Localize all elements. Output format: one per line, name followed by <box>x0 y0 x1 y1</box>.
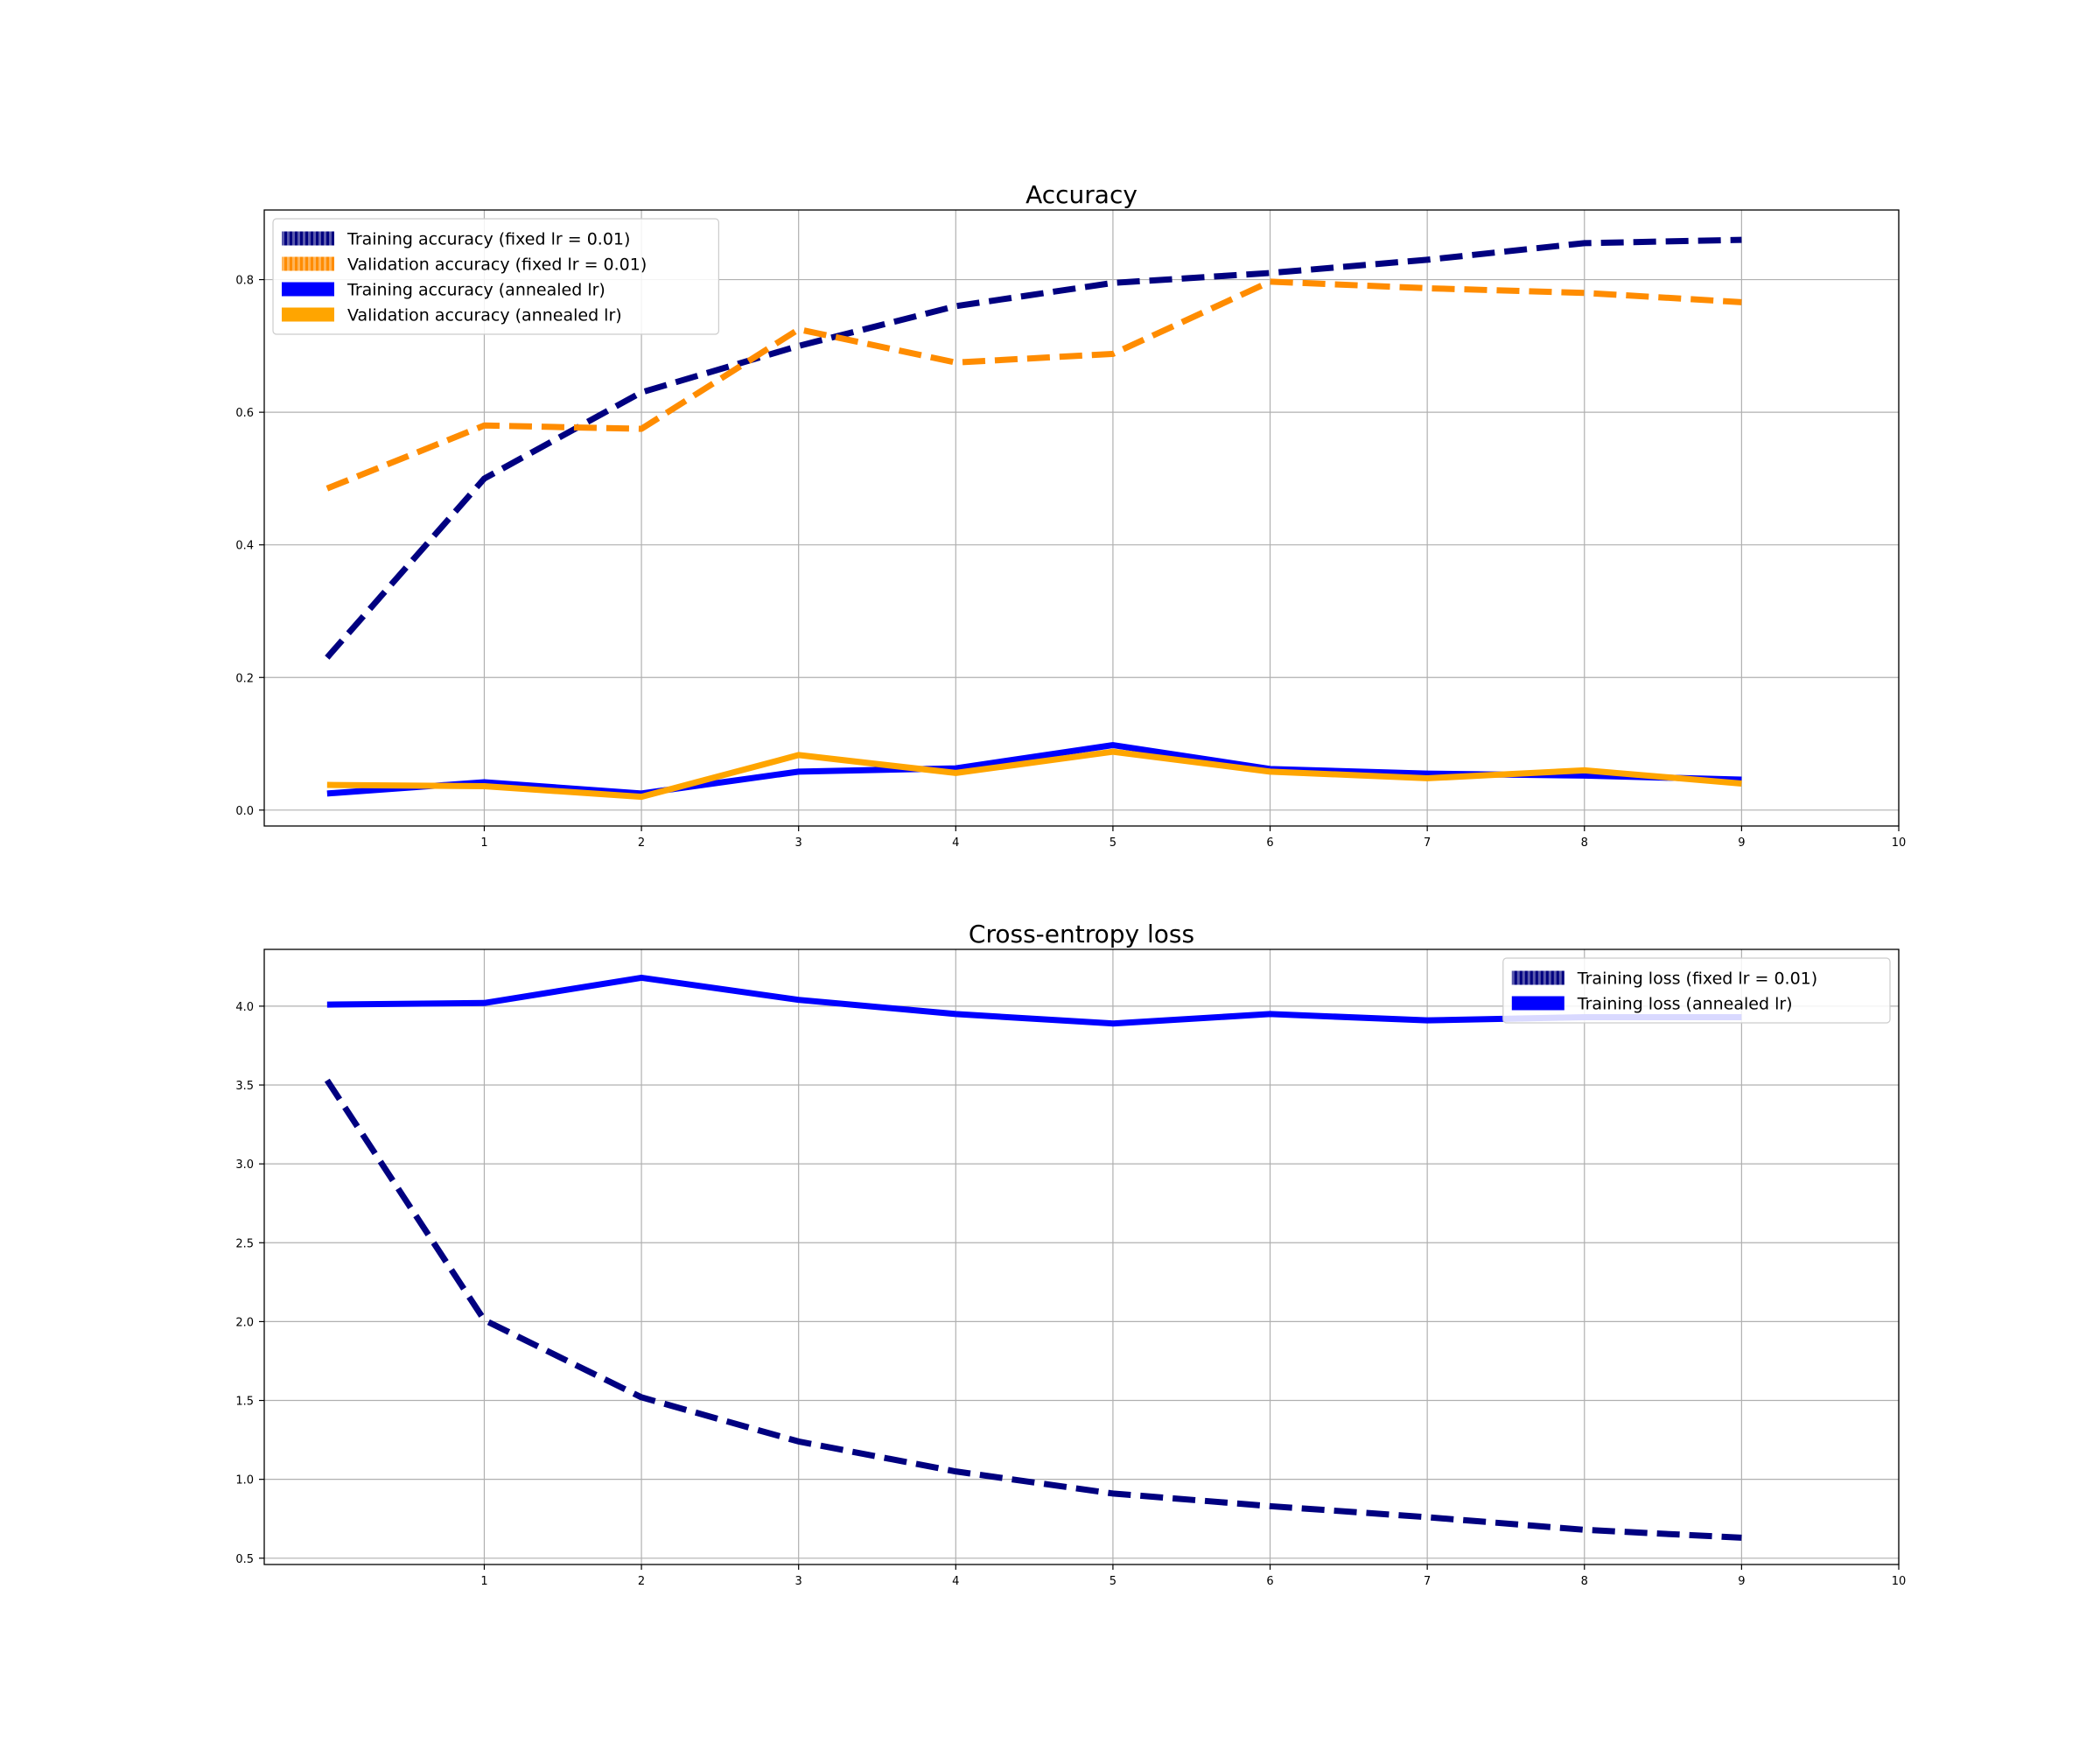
x-tick-label: 9 <box>1738 836 1745 850</box>
series-line-0 <box>325 236 1742 660</box>
series-line-1 <box>326 278 1742 492</box>
legend-label-0: Training accuracy (fixed lr = 0.01) <box>346 230 630 249</box>
x-tick-label: 3 <box>795 1575 802 1588</box>
y-tick-label: 1.0 <box>235 1474 254 1488</box>
legend: Training loss (fixed lr = 0.01) Training … <box>1502 957 1891 1024</box>
series-line-2 <box>326 742 1742 797</box>
y-tick-label: 3.0 <box>235 1158 254 1172</box>
x-tick-label: 6 <box>1266 836 1273 850</box>
x-tick-label: 9 <box>1738 1575 1745 1588</box>
chart-title: Accuracy <box>1026 180 1138 209</box>
legend-label-0: Training loss (fixed lr = 0.01) <box>1577 970 1817 989</box>
legend-swatch-1 <box>282 256 334 271</box>
x-tick-label: 3 <box>795 836 802 850</box>
y-tick-label: 0.8 <box>235 275 254 288</box>
x-tick-label: 2 <box>638 1575 645 1588</box>
x-tick-label: 7 <box>1424 836 1431 850</box>
x-tick-label: 2 <box>638 836 645 850</box>
legend: Training accuracy (fixed lr = 0.01) Valid… <box>272 218 719 335</box>
legend-swatch-0 <box>282 231 334 246</box>
y-tick-label: 3.5 <box>235 1080 254 1093</box>
y-tick-label: 0.0 <box>235 805 254 818</box>
legend-swatch-3 <box>282 307 334 322</box>
x-tick-label: 8 <box>1581 1575 1588 1588</box>
axes-frame <box>263 209 1900 827</box>
y-tick-label: 4.0 <box>235 1001 254 1014</box>
x-tick-label: 5 <box>1110 1575 1116 1588</box>
x-tick-label: 7 <box>1424 1575 1431 1588</box>
y-tick-label: 0.5 <box>235 1553 254 1566</box>
x-tick-label: 10 <box>1892 1575 1907 1588</box>
x-tick-label: 10 <box>1892 836 1907 850</box>
y-tick-label: 0.4 <box>235 540 254 553</box>
series-line-3 <box>326 748 1742 801</box>
y-tick-label: 0.6 <box>235 407 254 420</box>
legend-box <box>1502 957 1891 1024</box>
x-tick-label: 6 <box>1266 1575 1273 1588</box>
y-tick-label: 1.5 <box>235 1396 254 1409</box>
legend-label-1: Validation accuracy (fixed lr = 0.01) <box>347 256 647 275</box>
legend-swatch-0 <box>1511 970 1564 985</box>
legend-label-1: Training loss (annealed lr) <box>1577 995 1793 1014</box>
loss-chart: 1 2 3 4 5 6 7 8 9 10 0.5 1.0 1.5 2.0 2.5 3.0 3.5 4.0 Cross… <box>235 920 1906 1588</box>
y-tick-label: 2.0 <box>235 1316 254 1329</box>
accuracy-chart: 1 2 3 4 5 6 7 8 9 10 0.0 0.2 0.4 0.6 0.8 Accuracy Traini… <box>235 180 1906 850</box>
legend-label-3: Validation accuracy (annealed lr) <box>347 306 622 326</box>
x-tick-label: 4 <box>952 1575 959 1588</box>
x-tick-label: 4 <box>952 836 959 850</box>
axes-frame <box>263 948 1900 1565</box>
x-tick-label: 1 <box>480 1575 487 1588</box>
legend-swatch-1 <box>1511 996 1564 1011</box>
legend-swatch-2 <box>282 282 334 297</box>
y-tick-label: 0.2 <box>235 672 254 685</box>
x-tick-label: 1 <box>480 836 487 850</box>
x-tick-label: 5 <box>1110 836 1116 850</box>
legend-box <box>272 218 719 335</box>
y-tick-label: 2.5 <box>235 1237 254 1250</box>
legend-label-2: Training accuracy (annealed lr) <box>346 281 606 300</box>
x-tick-label: 8 <box>1581 836 1588 850</box>
chart-title: Cross-entropy loss <box>969 920 1194 948</box>
series-line-0 <box>324 1078 1742 1541</box>
